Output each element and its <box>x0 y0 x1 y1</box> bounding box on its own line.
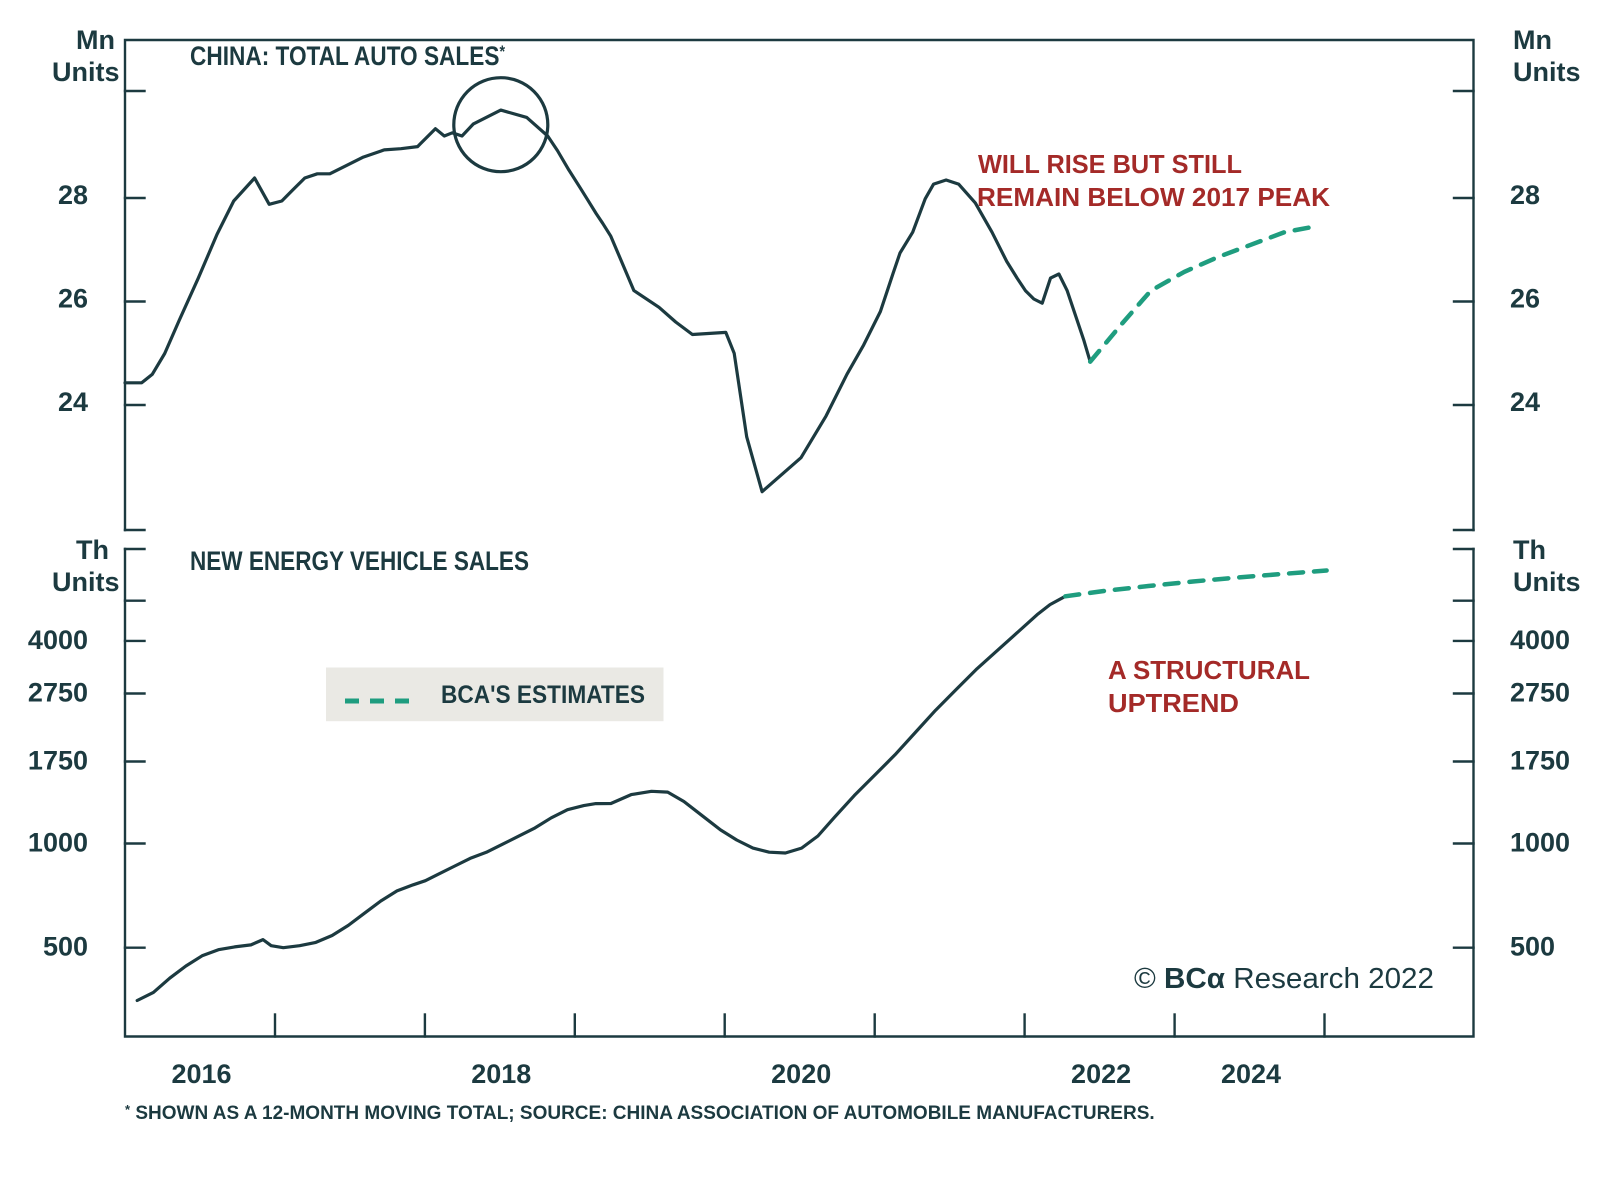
svg-text:28: 28 <box>58 180 88 210</box>
svg-text:2016: 2016 <box>171 1059 231 1089</box>
svg-text:500: 500 <box>1510 932 1555 962</box>
svg-text:UPTREND: UPTREND <box>1108 688 1239 718</box>
svg-text:Units: Units <box>1513 567 1581 597</box>
svg-text:BCA'S ESTIMATES: BCA'S ESTIMATES <box>441 681 645 709</box>
svg-text:28: 28 <box>1510 180 1540 210</box>
svg-text:4000: 4000 <box>1510 625 1570 655</box>
svg-text:24: 24 <box>1510 387 1540 417</box>
svg-text:500: 500 <box>43 932 88 962</box>
svg-text:Mn: Mn <box>76 25 115 55</box>
svg-text:Mn: Mn <box>1513 25 1552 55</box>
svg-text:1750: 1750 <box>1510 746 1570 776</box>
svg-text:Units: Units <box>1513 57 1581 87</box>
svg-text:2018: 2018 <box>471 1059 531 1089</box>
svg-text:1000: 1000 <box>1510 828 1570 858</box>
svg-text:2020: 2020 <box>771 1059 831 1089</box>
svg-text:2022: 2022 <box>1071 1059 1131 1089</box>
svg-text:© BCα Research 2022: © BCα Research 2022 <box>1134 963 1434 995</box>
svg-text:REMAIN BELOW 2017 PEAK: REMAIN BELOW 2017 PEAK <box>977 182 1330 212</box>
svg-text:2024: 2024 <box>1221 1059 1281 1089</box>
svg-text:2750: 2750 <box>28 678 88 708</box>
svg-text:1750: 1750 <box>28 746 88 776</box>
svg-text:CHINA: TOTAL AUTO SALES*: CHINA: TOTAL AUTO SALES* <box>190 41 505 71</box>
svg-text:Units: Units <box>52 57 120 87</box>
svg-text:Th: Th <box>1513 535 1546 565</box>
svg-text:26: 26 <box>1510 284 1540 314</box>
svg-text:4000: 4000 <box>28 625 88 655</box>
svg-text:NEW ENERGY VEHICLE SALES: NEW ENERGY VEHICLE SALES <box>190 546 529 576</box>
svg-text:A STRUCTURAL: A STRUCTURAL <box>1108 655 1310 685</box>
svg-text:26: 26 <box>58 284 88 314</box>
svg-text:WILL RISE BUT STILL: WILL RISE BUT STILL <box>978 149 1242 179</box>
svg-text:Th: Th <box>76 535 109 565</box>
svg-text:Units: Units <box>52 567 120 597</box>
svg-text:2750: 2750 <box>1510 678 1570 708</box>
svg-text:24: 24 <box>58 387 88 417</box>
svg-text:1000: 1000 <box>28 828 88 858</box>
svg-text:* SHOWN AS A 12-MONTH MOVING T: * SHOWN AS A 12-MONTH MOVING TOTAL; SOUR… <box>125 1102 1155 1124</box>
